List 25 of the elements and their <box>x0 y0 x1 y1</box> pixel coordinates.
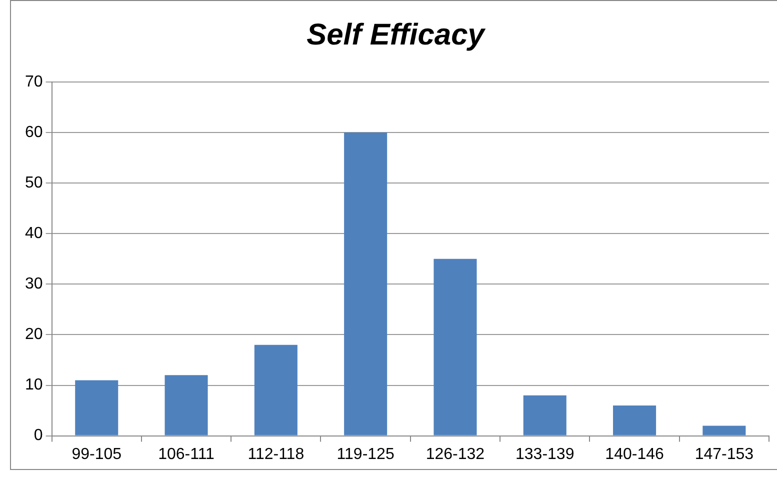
x-tick-label: 126-132 <box>426 446 485 463</box>
x-tick-label: 133-139 <box>516 446 574 463</box>
bar <box>75 380 118 436</box>
x-tick-label: 112-118 <box>248 446 304 463</box>
y-tick-label: 20 <box>25 326 43 344</box>
y-tick-label: 50 <box>25 174 43 192</box>
x-tick-label: 119-125 <box>336 446 394 463</box>
y-tick-label: 30 <box>25 276 43 293</box>
bar <box>164 375 208 436</box>
y-tick-label: 0 <box>34 427 43 444</box>
x-tick-label: 147-153 <box>694 446 754 463</box>
y-tick-label: 70 <box>25 73 43 90</box>
chart-title: Self Efficacy <box>306 18 486 52</box>
bar <box>254 344 298 436</box>
bar <box>344 132 388 436</box>
bar <box>702 426 746 436</box>
bar <box>613 405 656 436</box>
y-tick-label: 60 <box>25 124 43 141</box>
bar <box>434 258 477 436</box>
y-tick-label: 40 <box>25 225 43 242</box>
x-tick-label: 99-105 <box>72 446 122 463</box>
x-tick-label: 140-146 <box>605 446 664 463</box>
y-tick-label: 10 <box>25 376 43 394</box>
x-tick-label: 106-111 <box>158 446 215 463</box>
bar <box>523 395 566 436</box>
